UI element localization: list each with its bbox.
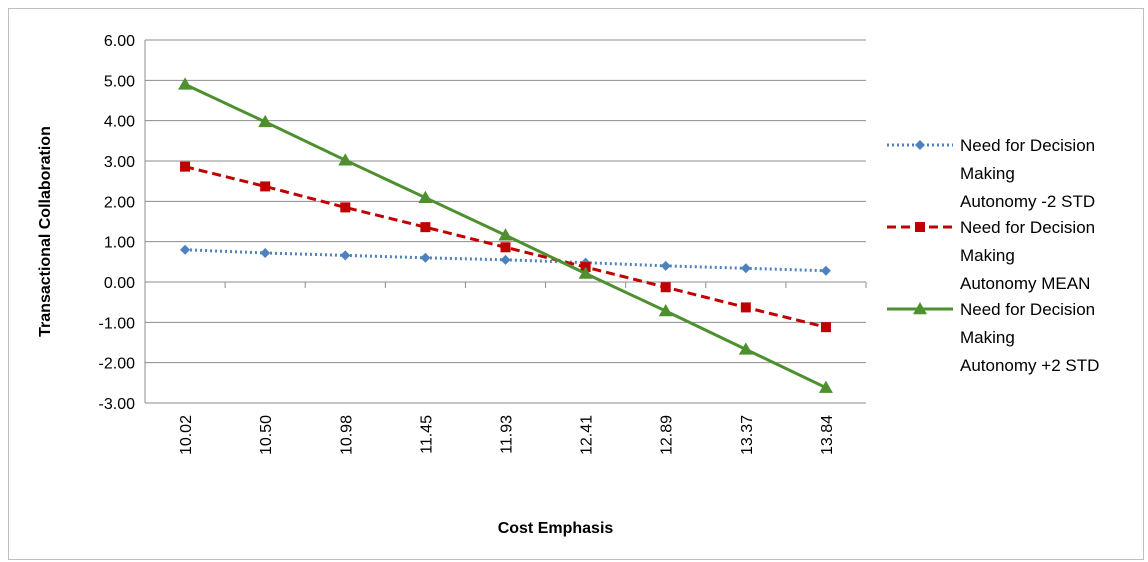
data-point xyxy=(658,304,673,317)
x-axis-title: Cost Emphasis xyxy=(498,520,614,537)
data-point xyxy=(578,266,593,279)
y-tick-label: -1.00 xyxy=(99,315,136,332)
legend-label: Need for Decision xyxy=(960,136,1095,155)
data-point xyxy=(500,254,511,265)
x-axis-ticks: 10.02 10.50 10.98 11.45 11.93 12.41 12.89 13.37… xyxy=(178,415,836,455)
series-group xyxy=(178,77,833,393)
x-tick-label: 10.50 xyxy=(258,415,275,455)
y-tick-label: 0.00 xyxy=(104,275,135,292)
data-point xyxy=(418,190,433,203)
data-point xyxy=(260,247,271,258)
gridlines xyxy=(144,39,866,404)
legend-label: Need for Decision xyxy=(960,300,1095,319)
y-axis-title: Transactional Collaboration xyxy=(37,126,54,337)
data-point xyxy=(178,77,193,90)
y-tick-label: -2.00 xyxy=(99,356,136,373)
legend-label: Making xyxy=(960,164,1015,183)
data-point xyxy=(180,161,191,172)
data-point xyxy=(340,202,351,213)
data-point xyxy=(740,302,751,313)
legend-label: Making xyxy=(960,328,1015,347)
x-tick-label: 10.02 xyxy=(178,415,195,455)
y-tick-label: 3.00 xyxy=(104,154,135,171)
legend-item: Need for Decision Making Autonomy MEAN xyxy=(887,218,1095,293)
data-point xyxy=(915,222,925,232)
legend-item: Need for Decision Making Autonomy -2 STD xyxy=(887,136,1095,211)
data-point xyxy=(420,222,431,233)
chart-frame xyxy=(8,8,1144,560)
legend-label: Autonomy +2 STD xyxy=(960,356,1099,375)
x-tick-label: 12.89 xyxy=(659,415,676,455)
x-tick-label: 11.93 xyxy=(499,415,516,454)
data-point xyxy=(738,342,753,355)
y-tick-label: 5.00 xyxy=(104,73,135,90)
data-point xyxy=(820,322,831,333)
x-tick-label: 10.98 xyxy=(338,415,355,455)
data-point xyxy=(338,153,353,166)
y-tick-label: -3.00 xyxy=(99,396,136,413)
data-point xyxy=(258,114,273,128)
data-point xyxy=(180,244,191,255)
series-2 xyxy=(180,161,831,333)
x-tick-label: 13.37 xyxy=(739,415,756,455)
y-tick-label: 1.00 xyxy=(104,235,135,252)
data-point xyxy=(740,263,751,274)
x-tick-label: 12.41 xyxy=(579,415,596,455)
x-tick-label: 13.84 xyxy=(819,415,836,455)
data-point xyxy=(340,250,351,261)
data-point xyxy=(420,252,431,263)
series-3 xyxy=(178,77,833,393)
y-tick-label: 2.00 xyxy=(104,194,135,211)
data-point xyxy=(660,282,671,293)
y-axis-ticks: 6.00 5.00 4.00 3.00 2.00 1.00 0.00 -1.00 -2.00 -3… xyxy=(99,33,136,413)
data-point xyxy=(818,380,833,393)
data-point xyxy=(913,302,927,315)
data-point xyxy=(500,242,511,253)
legend-label: Autonomy -2 STD xyxy=(960,192,1095,211)
data-point xyxy=(820,265,831,276)
data-point xyxy=(660,260,671,271)
data-point xyxy=(260,181,271,192)
legend-label: Need for Decision xyxy=(960,218,1095,237)
legend-item: Need for Decision Making Autonomy +2 STD xyxy=(887,300,1099,375)
data-point xyxy=(498,228,513,241)
legend-label: Making xyxy=(960,246,1015,265)
x-tick-label: 11.45 xyxy=(418,415,435,454)
legend-label: Autonomy MEAN xyxy=(960,274,1090,293)
series-1 xyxy=(180,244,831,276)
data-point xyxy=(915,140,925,150)
y-tick-label: 4.00 xyxy=(104,114,135,131)
y-tick-label: 6.00 xyxy=(104,33,135,50)
x-axis xyxy=(144,281,867,288)
